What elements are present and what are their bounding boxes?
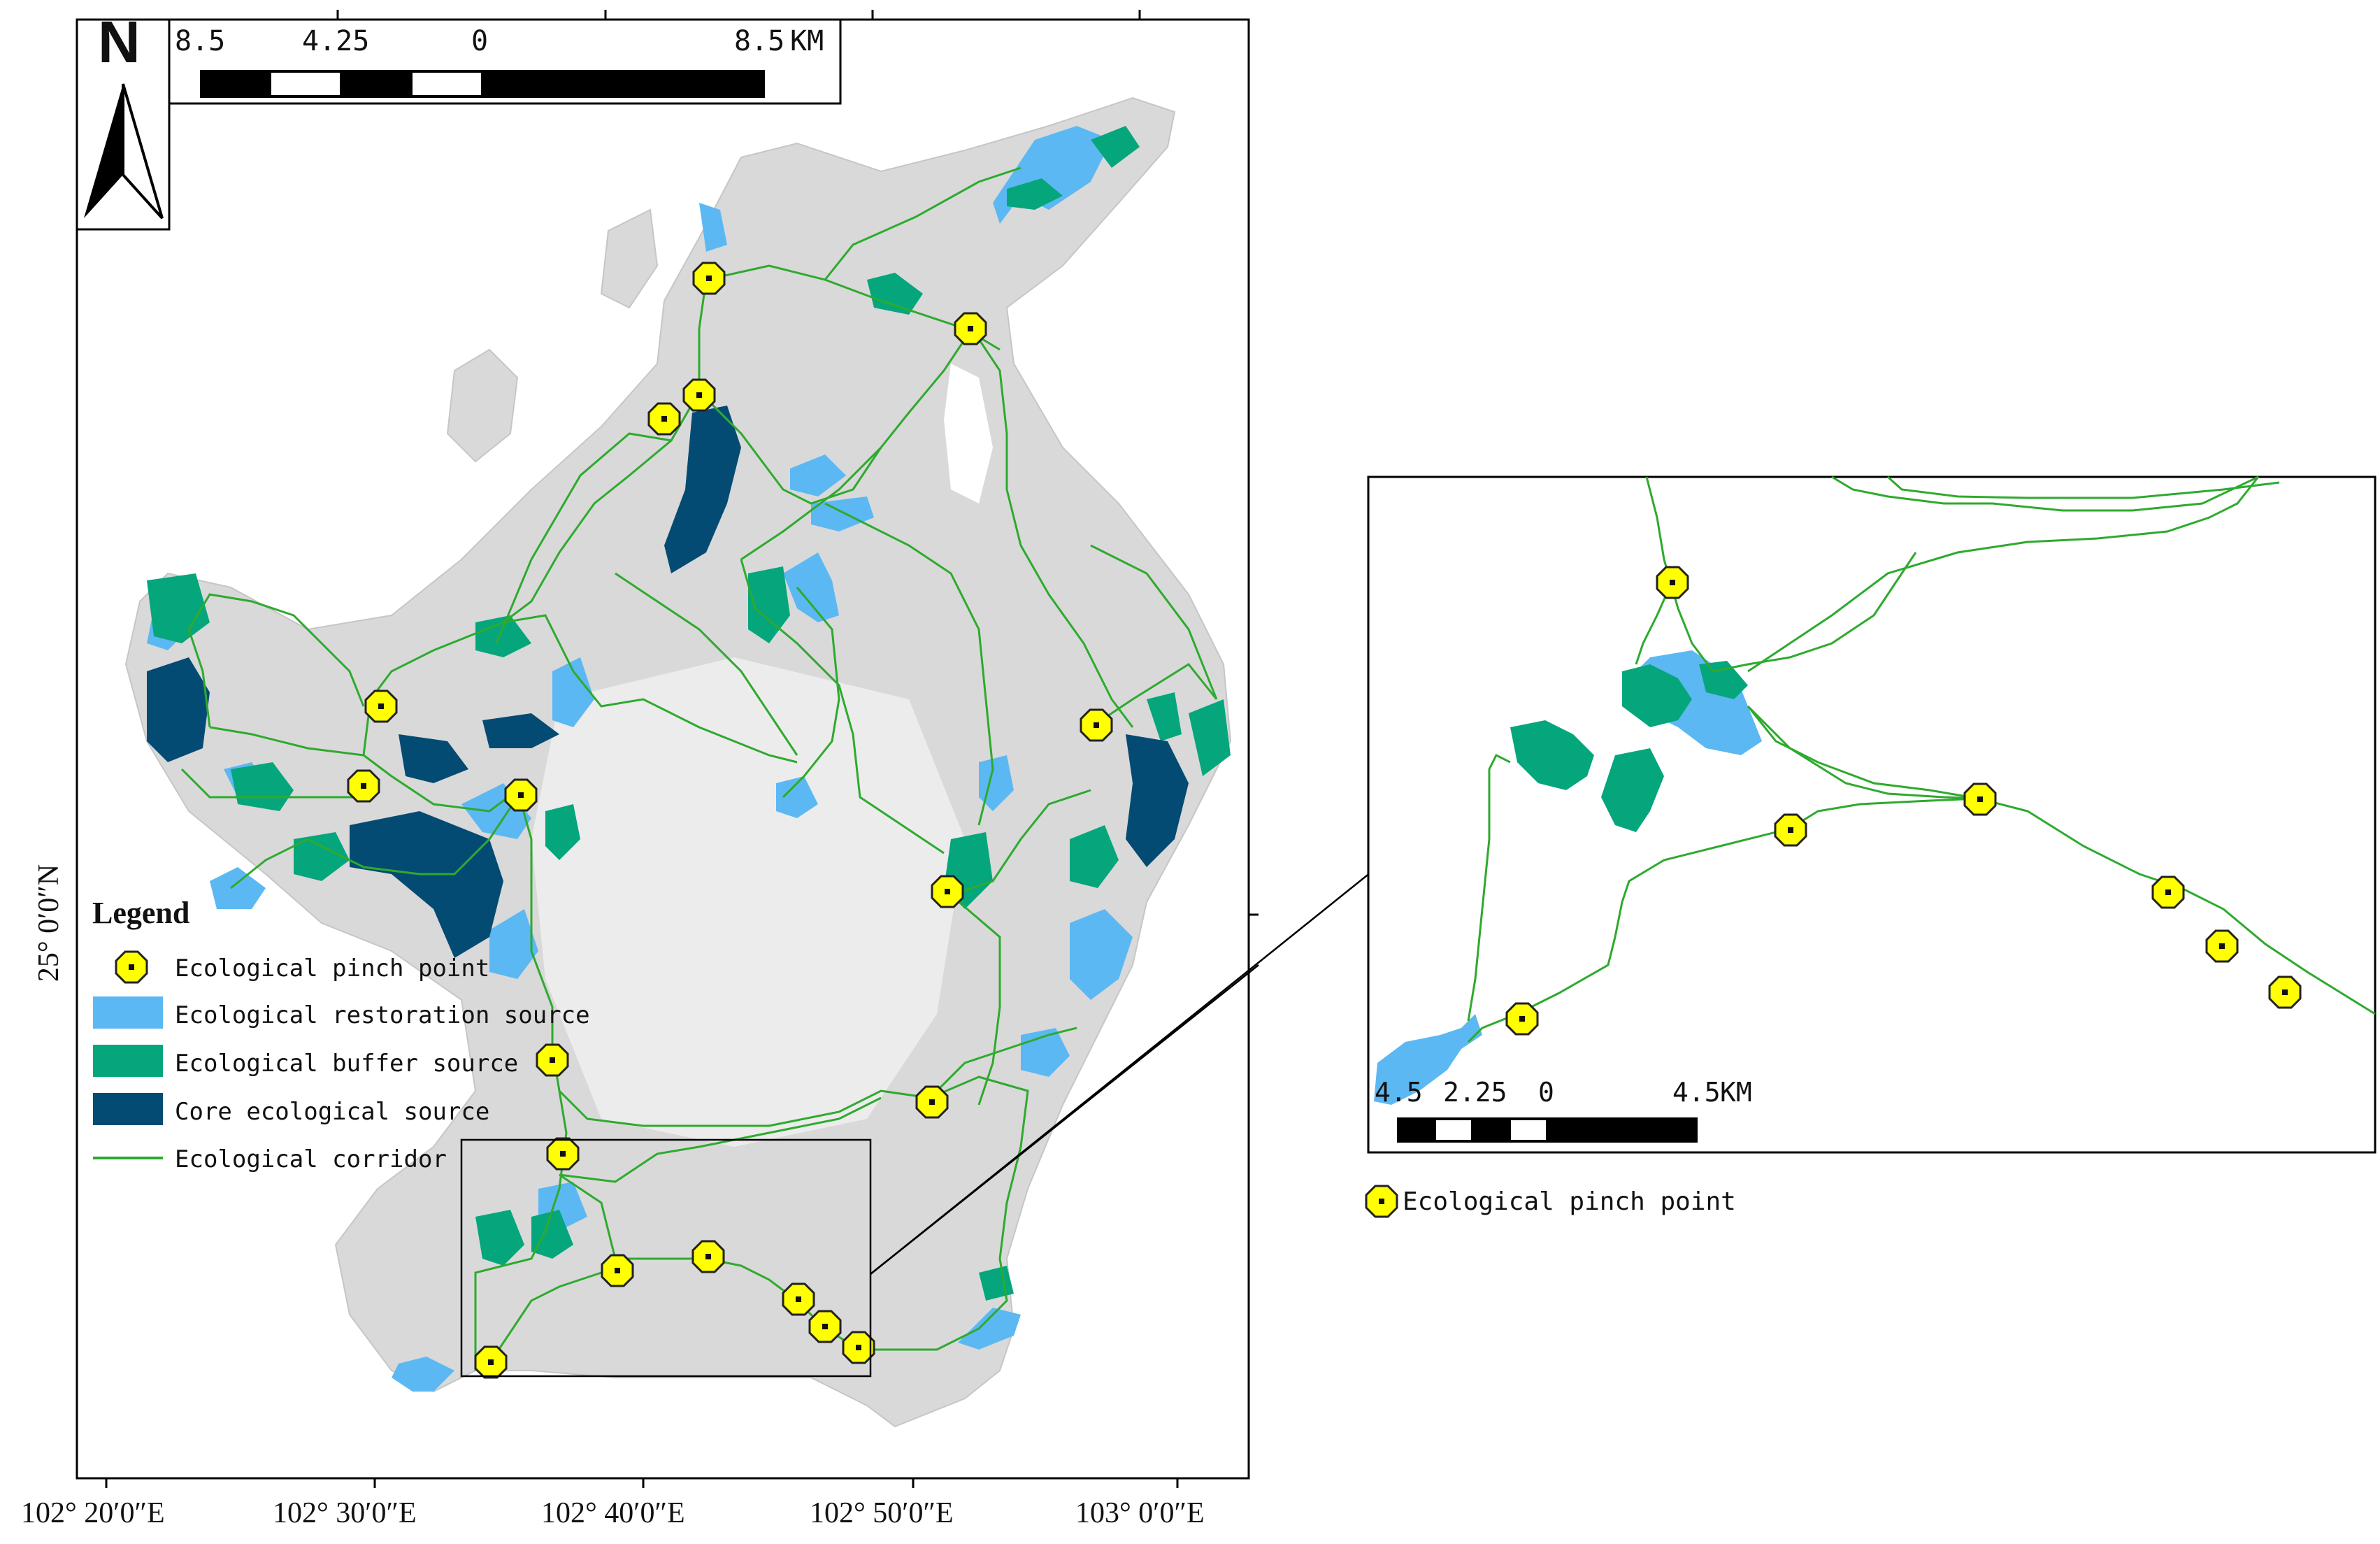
- inset-leader-lines: [870, 872, 1371, 1275]
- pinch-point: [692, 262, 726, 295]
- pinch-point: [504, 778, 538, 812]
- frame-ticks: [105, 10, 1259, 1488]
- pinch-point: [808, 1310, 842, 1343]
- longitude-label: 102° 30′0″E: [273, 1497, 417, 1529]
- scale-unit-label: KM: [790, 25, 824, 57]
- longitude-label: 102° 40′0″E: [541, 1497, 685, 1529]
- longitude-label: 103° 0′0″E: [1075, 1497, 1205, 1529]
- inset-scale-tick-label: 4.5: [1375, 1077, 1423, 1108]
- main-scale-bar: [168, 18, 842, 105]
- inset-legend-label: Ecological pinch point: [1403, 1187, 1736, 1216]
- pinch-point: [842, 1331, 875, 1364]
- north-arrow: [76, 18, 171, 231]
- legend-symbols: [93, 950, 163, 1159]
- longitude-label: 102° 50′0″E: [810, 1497, 954, 1529]
- pinch-point: [536, 1043, 569, 1077]
- legend-label-buffer: Ecological buffer source: [175, 1050, 519, 1078]
- inset-scale-tick-label: 2.25: [1443, 1077, 1507, 1108]
- legend-label-core: Core ecological source: [175, 1098, 490, 1126]
- terrain: [124, 96, 1232, 1428]
- scale-tick-label: 8.5: [175, 25, 226, 57]
- pinch-point: [546, 1137, 580, 1171]
- latitude-label: 25° 0′0″N: [33, 864, 65, 982]
- source-patches: [147, 126, 1231, 1392]
- longitude-label: 102° 20′0″E: [21, 1497, 165, 1529]
- pinch-point: [364, 689, 398, 723]
- legend-label-restoration: Ecological restoration source: [175, 1001, 590, 1029]
- inset-legend-symbol: [1365, 1185, 1398, 1218]
- pinch-point: [347, 769, 380, 803]
- inset-scale-tick-label: 4.5: [1672, 1077, 1721, 1108]
- legend-label-corridor: Ecological corridor: [175, 1145, 447, 1173]
- pinch-point: [691, 1240, 725, 1273]
- zoom-extent-box: [460, 1138, 872, 1378]
- scale-tick-label: 4.25: [302, 25, 370, 57]
- inset-scale-unit-label: KM: [1720, 1077, 1752, 1108]
- scale-tick-label: 8.5: [734, 25, 785, 57]
- pinch-point: [474, 1345, 508, 1379]
- pinch-point: [647, 402, 681, 436]
- scale-tick-label: 0: [471, 25, 489, 57]
- inset-scale-tick-label: 0: [1538, 1077, 1554, 1108]
- inset-scale-bar: [1397, 1117, 1698, 1143]
- pinch-point: [1080, 708, 1113, 742]
- inset-map: [1367, 476, 2377, 1154]
- pinch-point: [915, 1085, 949, 1119]
- pinch-point: [782, 1282, 815, 1316]
- pinch-point: [931, 875, 964, 908]
- pinch-point: [682, 378, 716, 412]
- pinch-point: [954, 312, 987, 345]
- north-letter: N: [98, 9, 141, 75]
- pinch-point: [601, 1254, 634, 1287]
- legend-title: Legend: [92, 896, 190, 930]
- legend-label-pinch-point: Ecological pinch point: [175, 955, 490, 982]
